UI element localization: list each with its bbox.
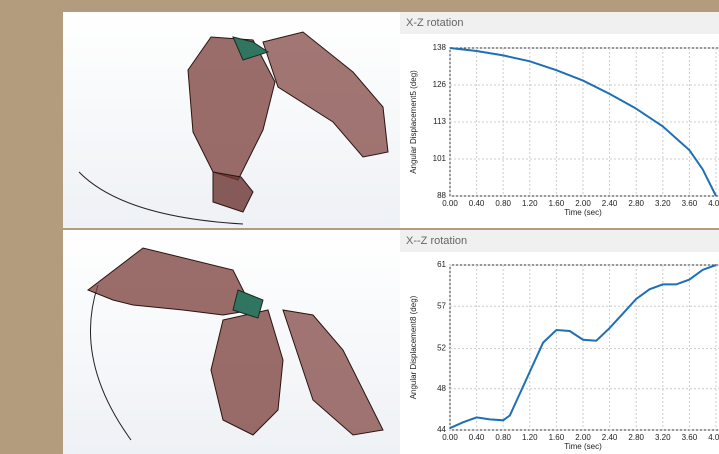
x-tick-label: 3.60	[682, 199, 698, 208]
x-axis-label: Time (sec)	[564, 442, 602, 451]
x-tick-label: 3.20	[655, 199, 671, 208]
chart-title: X--Z rotation	[406, 235, 467, 247]
x-tick-label: 4.00	[708, 199, 719, 208]
x-tick-label: 2.80	[628, 433, 644, 442]
x-tick-label: 2.40	[602, 433, 618, 442]
x-tick-label: 2.00	[575, 199, 591, 208]
y-tick-label: 101	[433, 154, 447, 163]
x-tick-label: 1.60	[549, 199, 565, 208]
y-tick-label: 138	[433, 43, 447, 52]
x-tick-label: 2.40	[602, 199, 618, 208]
x-tick-label: 1.20	[522, 433, 538, 442]
x-axis-label: Time (sec)	[564, 208, 602, 217]
x-tick-label: 0.40	[469, 433, 485, 442]
x-tick-label: 0.00	[442, 433, 458, 442]
y-axis-label: Angular Displacement8 (deg)	[409, 295, 418, 399]
x-tick-label: 1.60	[549, 433, 565, 442]
x-tick-label: 2.00	[575, 433, 591, 442]
y-tick-label: 57	[437, 301, 446, 310]
x-tick-label: 3.20	[655, 433, 671, 442]
plot-area	[450, 265, 719, 430]
x-tick-label: 0.80	[495, 199, 511, 208]
y-tick-label: 61	[437, 260, 446, 269]
x-tick-label: 4.00	[708, 433, 719, 442]
page: X-Z rotation 881011131261380.000.400.801…	[0, 0, 719, 454]
x-tick-label: 0.40	[469, 199, 485, 208]
y-tick-label: 113	[433, 117, 446, 126]
x-tick-label: 1.20	[522, 199, 538, 208]
y-tick-label: 48	[437, 384, 446, 393]
y-tick-label: 52	[437, 344, 446, 353]
model-render	[63, 12, 400, 228]
y-axis-label: Angular Displacement5 (deg)	[409, 70, 418, 174]
x-tick-label: 2.80	[628, 199, 644, 208]
x-tick-label: 0.00	[442, 199, 458, 208]
x-tick-label: 0.80	[495, 433, 511, 442]
y-tick-label: 126	[433, 80, 447, 89]
chart-title: X-Z rotation	[406, 17, 463, 29]
x-tick-label: 3.60	[682, 433, 698, 442]
model-render	[63, 230, 400, 454]
